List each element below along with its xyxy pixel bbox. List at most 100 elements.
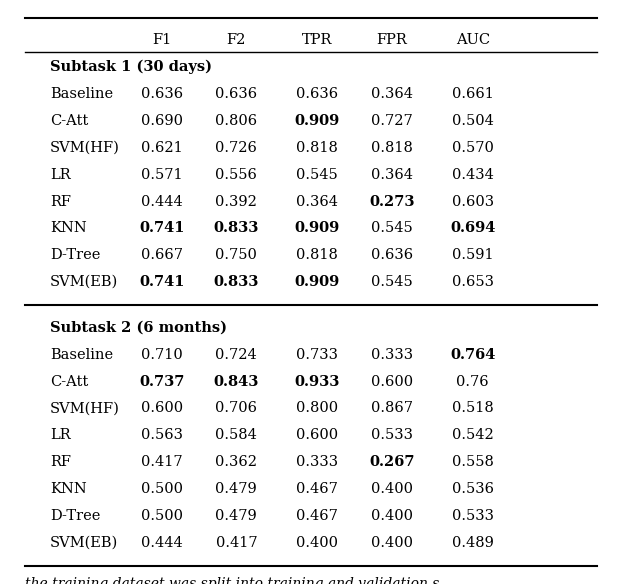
Text: 0.333: 0.333 <box>296 455 338 469</box>
Text: KNN: KNN <box>50 221 86 235</box>
Text: 0.694: 0.694 <box>450 221 495 235</box>
Text: 0.833: 0.833 <box>214 275 259 289</box>
Text: 0.545: 0.545 <box>371 221 413 235</box>
Text: D-Tree: D-Tree <box>50 509 100 523</box>
Text: Subtask 1 (30 days): Subtask 1 (30 days) <box>50 60 211 74</box>
Text: 0.563: 0.563 <box>141 428 183 442</box>
Text: 0.741: 0.741 <box>139 221 185 235</box>
Text: SVM(HF): SVM(HF) <box>50 141 119 155</box>
Text: F2: F2 <box>226 33 246 47</box>
Text: 0.558: 0.558 <box>452 455 494 469</box>
Text: 0.500: 0.500 <box>141 509 183 523</box>
Text: 0.636: 0.636 <box>215 87 258 101</box>
Text: Baseline: Baseline <box>50 347 113 361</box>
Text: 0.726: 0.726 <box>215 141 258 155</box>
Text: 0.479: 0.479 <box>215 509 258 523</box>
Text: F1: F1 <box>152 33 171 47</box>
Text: 0.600: 0.600 <box>141 401 183 415</box>
Text: 0.818: 0.818 <box>296 141 338 155</box>
Text: 0.909: 0.909 <box>295 114 340 128</box>
Text: 0.591: 0.591 <box>452 248 493 262</box>
Text: SVM(EB): SVM(EB) <box>50 536 118 550</box>
Text: Subtask 2 (6 months): Subtask 2 (6 months) <box>50 321 227 335</box>
Text: 0.667: 0.667 <box>141 248 183 262</box>
Text: FPR: FPR <box>376 33 407 47</box>
Text: 0.533: 0.533 <box>452 509 494 523</box>
Text: 0.417: 0.417 <box>141 455 182 469</box>
Text: 0.467: 0.467 <box>296 509 338 523</box>
Text: 0.800: 0.800 <box>296 401 338 415</box>
Text: 0.584: 0.584 <box>215 428 258 442</box>
Text: 0.724: 0.724 <box>215 347 258 361</box>
Text: 0.710: 0.710 <box>141 347 183 361</box>
Text: 0.706: 0.706 <box>215 401 258 415</box>
Text: 0.434: 0.434 <box>452 168 494 182</box>
Text: 0.504: 0.504 <box>452 114 494 128</box>
Text: 0.518: 0.518 <box>452 401 494 415</box>
Text: 0.600: 0.600 <box>296 428 338 442</box>
Text: 0.76: 0.76 <box>457 374 489 388</box>
Text: Baseline: Baseline <box>50 87 113 101</box>
Text: 0.636: 0.636 <box>141 87 183 101</box>
Text: 0.556: 0.556 <box>215 168 258 182</box>
Text: 0.818: 0.818 <box>296 248 338 262</box>
Text: 0.500: 0.500 <box>141 482 183 496</box>
Text: 0.621: 0.621 <box>141 141 183 155</box>
Text: 0.933: 0.933 <box>295 374 340 388</box>
Text: 0.603: 0.603 <box>452 194 494 208</box>
Text: 0.467: 0.467 <box>296 482 338 496</box>
Text: 0.818: 0.818 <box>371 141 413 155</box>
Text: 0.542: 0.542 <box>452 428 494 442</box>
Text: 0.737: 0.737 <box>139 374 184 388</box>
Text: SVM(HF): SVM(HF) <box>50 401 119 415</box>
Text: 0.843: 0.843 <box>214 374 259 388</box>
Text: 0.833: 0.833 <box>214 221 259 235</box>
Text: LR: LR <box>50 168 70 182</box>
Text: 0.600: 0.600 <box>371 374 413 388</box>
Text: 0.571: 0.571 <box>141 168 182 182</box>
Text: the training dataset was split into training and validation s: the training dataset was split into trai… <box>25 578 439 584</box>
Text: 0.400: 0.400 <box>371 509 413 523</box>
Text: 0.653: 0.653 <box>452 275 494 289</box>
Text: 0.636: 0.636 <box>296 87 338 101</box>
Text: 0.392: 0.392 <box>215 194 258 208</box>
Text: 0.867: 0.867 <box>371 401 413 415</box>
Text: 0.806: 0.806 <box>215 114 258 128</box>
Text: C-Att: C-Att <box>50 114 88 128</box>
Text: 0.545: 0.545 <box>371 275 413 289</box>
Text: 0.661: 0.661 <box>452 87 494 101</box>
Text: 0.364: 0.364 <box>371 168 413 182</box>
Text: 0.267: 0.267 <box>369 455 415 469</box>
Text: 0.444: 0.444 <box>141 536 183 550</box>
Text: 0.909: 0.909 <box>295 275 340 289</box>
Text: 0.533: 0.533 <box>371 428 413 442</box>
Text: 0.362: 0.362 <box>215 455 258 469</box>
Text: C-Att: C-Att <box>50 374 88 388</box>
Text: 0.364: 0.364 <box>371 87 413 101</box>
Text: 0.489: 0.489 <box>452 536 494 550</box>
Text: 0.400: 0.400 <box>296 536 338 550</box>
Text: 0.417: 0.417 <box>216 536 257 550</box>
Text: AUC: AUC <box>456 33 490 47</box>
Text: 0.727: 0.727 <box>371 114 413 128</box>
Text: 0.364: 0.364 <box>296 194 338 208</box>
Text: 0.764: 0.764 <box>450 347 495 361</box>
Text: D-Tree: D-Tree <box>50 248 100 262</box>
Text: 0.479: 0.479 <box>215 482 258 496</box>
Text: LR: LR <box>50 428 70 442</box>
Text: 0.741: 0.741 <box>139 275 185 289</box>
Text: 0.733: 0.733 <box>296 347 338 361</box>
Text: 0.333: 0.333 <box>371 347 413 361</box>
Text: 0.570: 0.570 <box>452 141 494 155</box>
Text: 0.273: 0.273 <box>369 194 415 208</box>
Text: 0.690: 0.690 <box>141 114 183 128</box>
Text: 0.636: 0.636 <box>371 248 413 262</box>
Text: 0.909: 0.909 <box>295 221 340 235</box>
Text: 0.545: 0.545 <box>296 168 338 182</box>
Text: 0.400: 0.400 <box>371 482 413 496</box>
Text: RF: RF <box>50 194 71 208</box>
Text: TPR: TPR <box>302 33 332 47</box>
Text: KNN: KNN <box>50 482 86 496</box>
Text: RF: RF <box>50 455 71 469</box>
Text: 0.400: 0.400 <box>371 536 413 550</box>
